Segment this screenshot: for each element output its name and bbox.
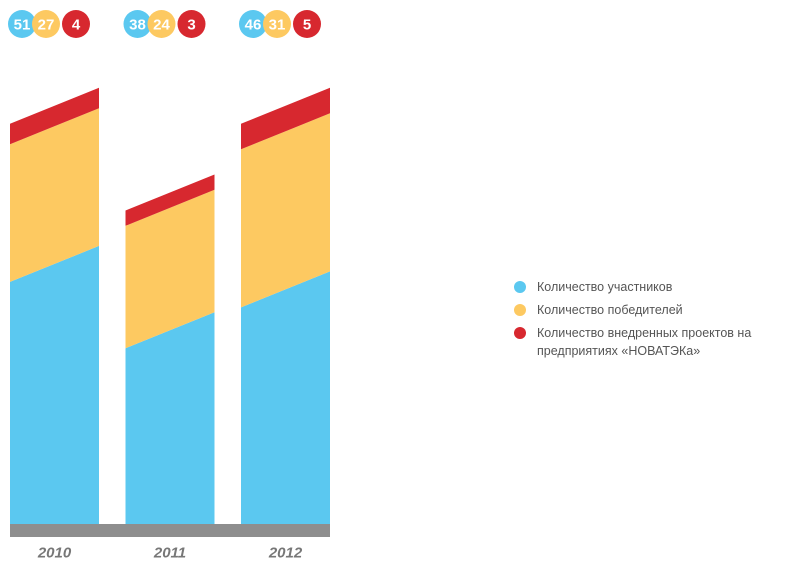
legend-swatch bbox=[514, 304, 526, 316]
value-badge bbox=[293, 10, 321, 38]
x-tick-label: 2010 bbox=[37, 545, 72, 562]
value-label: 5 bbox=[303, 17, 311, 34]
legend: Количество участников Количество победите… bbox=[512, 278, 802, 365]
bar-segment bbox=[241, 113, 330, 308]
value-label: 4 bbox=[72, 17, 81, 34]
value-label: 51 bbox=[14, 17, 31, 34]
x-tick-label: 2011 bbox=[153, 545, 186, 562]
value-label: 38 bbox=[129, 17, 146, 34]
bar-segment bbox=[10, 245, 99, 524]
value-badge bbox=[32, 10, 60, 38]
x-tick-label: 2012 bbox=[268, 545, 303, 562]
bar-segment bbox=[10, 108, 99, 282]
value-label: 24 bbox=[153, 17, 170, 34]
legend-item: Количество внедренных проектов на предпр… bbox=[512, 324, 802, 360]
value-label: 27 bbox=[38, 17, 55, 34]
value-badge bbox=[62, 10, 90, 38]
legend-label: Количество участников bbox=[537, 280, 673, 294]
value-badge bbox=[147, 10, 176, 38]
legend-item: Количество участников bbox=[512, 278, 802, 296]
legend-swatch bbox=[514, 327, 526, 339]
bar-segment bbox=[241, 271, 330, 524]
legend-label: Количество победителей bbox=[537, 303, 683, 317]
value-badge bbox=[123, 10, 152, 38]
legend-label: Количество внедренных проектов на предпр… bbox=[537, 326, 752, 358]
value-label: 31 bbox=[269, 17, 286, 34]
legend-item: Количество победителей bbox=[512, 301, 802, 319]
value-badge bbox=[263, 10, 291, 38]
bar-segment bbox=[125, 174, 215, 226]
value-badge bbox=[177, 10, 206, 38]
value-label: 46 bbox=[245, 17, 262, 34]
bar-segment bbox=[125, 189, 215, 349]
bar-segment bbox=[10, 87, 99, 145]
legend-swatch bbox=[514, 281, 526, 293]
value-badge bbox=[8, 10, 36, 38]
value-label: 3 bbox=[187, 17, 195, 34]
value-badge bbox=[239, 10, 267, 38]
bar-segment bbox=[241, 87, 330, 150]
bar-segment bbox=[125, 312, 215, 524]
baseline bbox=[10, 524, 330, 537]
